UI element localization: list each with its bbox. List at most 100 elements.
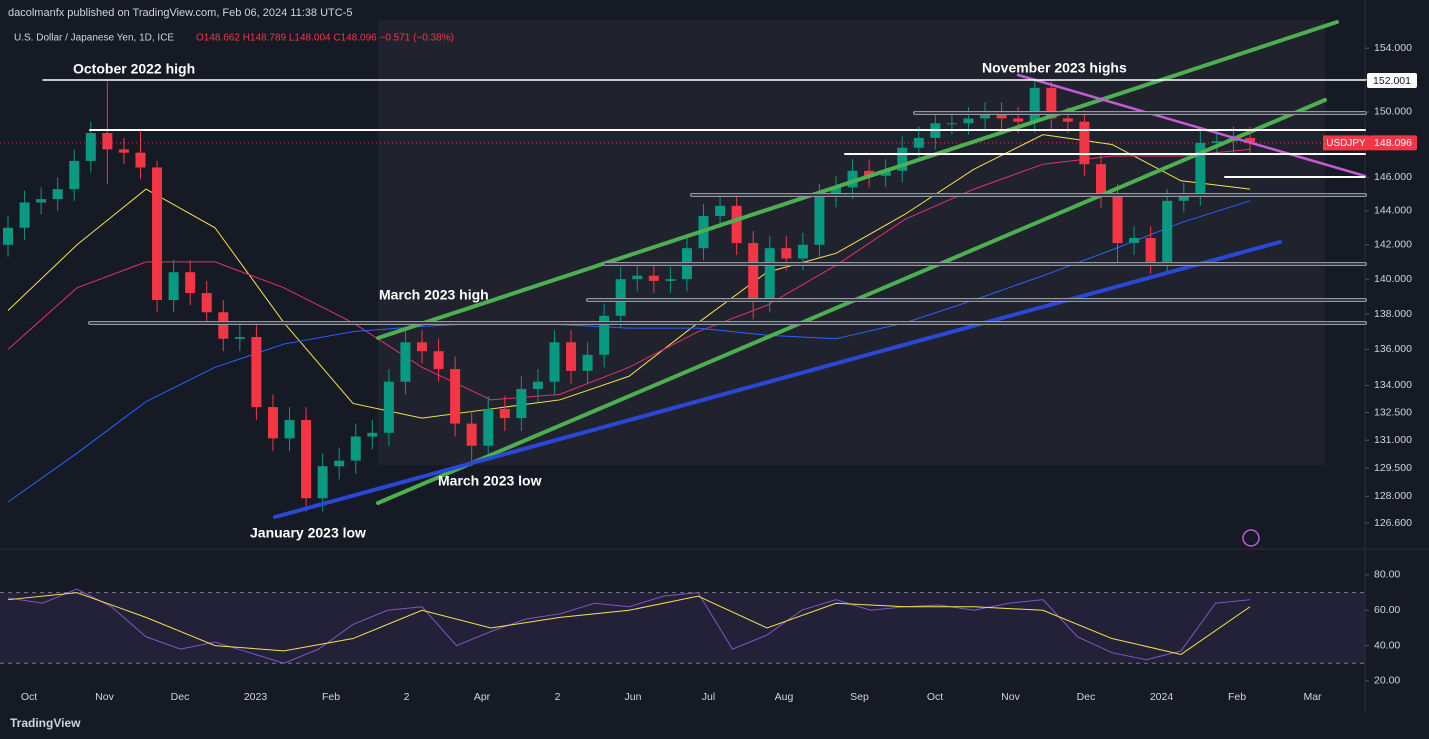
candle-body [284,419,295,439]
y-tick-label: 126.600 [1374,517,1412,529]
candle-body [168,272,179,301]
x-tick-label: Sep [850,691,869,703]
rsi-band [0,592,1365,664]
candle-body [466,423,477,446]
candle-body [1062,118,1073,122]
candle-body [483,408,494,446]
candle-body [582,354,593,371]
trendline [273,240,1282,519]
candle-body [201,293,212,313]
candle-body [334,460,345,467]
candle-body [549,342,560,382]
candle-body [317,466,328,499]
candle-body [963,118,974,124]
y-tick-label: 134.000 [1374,379,1412,391]
y-tick-label: 128.000 [1374,490,1412,502]
x-tick-label: Feb [322,691,340,703]
candle-body [731,205,742,244]
symbol: U.S. Dollar / Japanese Yen, 1D, ICE [14,33,174,44]
icon[interactable] [1242,529,1260,547]
candle-body [400,342,411,382]
candle-body [1211,141,1222,143]
x-tick-label: 2 [555,691,561,703]
x-tick-label: Oct [927,691,943,703]
symbol-name: USDJPY [1326,138,1366,149]
candle-body [797,244,808,259]
y-tick-label: 138.000 [1374,308,1412,320]
candle-body [748,243,759,301]
candle-body [996,113,1007,119]
zones-inner [89,112,1366,324]
candle-body [599,315,610,355]
candle-body [218,312,229,339]
candle-body [1245,137,1255,143]
price-badge [1369,135,1417,151]
candle-body [648,275,659,281]
y-tick-label: 40.00 [1374,639,1400,651]
x-tick-label: Nov [1001,691,1020,703]
drawings [42,20,1367,519]
candle-body [52,189,63,200]
trendline [1016,73,1367,178]
candle-body [118,149,129,153]
candle-body [234,336,245,339]
annotation: March 2023 low [438,473,542,489]
y-tick-label: 129.500 [1374,462,1412,474]
x-tick-label: Dec [171,691,190,703]
candle-body [417,342,427,352]
candle-body [1046,87,1057,119]
annotation: January 2023 low [250,525,366,541]
rsi-line [7,588,1251,664]
candle-body [85,133,96,161]
y-tick-label: 132.500 [1374,406,1412,418]
x-tick-label: Nov [95,691,114,703]
candle-body [632,275,643,280]
candle-body [350,436,361,461]
x-tick-label: Mar [1303,691,1322,703]
published: dacolmanfx published on TradingView.com,… [8,7,352,19]
candle-body [251,336,262,408]
candle-body [532,381,543,389]
last-price-label: 148.096 [1374,137,1412,149]
candle-body [831,187,841,196]
level-badge [1367,73,1417,88]
candle-body [764,248,775,301]
y-tick-label: 140.000 [1374,273,1412,285]
candle-body [1112,195,1123,244]
x-tick-label: Jul [702,691,715,703]
candle-body [1178,194,1189,201]
candle-body [1162,200,1173,262]
candle-body [715,205,726,216]
candle-body [135,152,146,168]
x-tick-label: Feb [1228,691,1246,703]
y-tick-label: 142.000 [1374,239,1412,251]
y-tick-label: 154.000 [1374,42,1412,54]
x-tick-label: Apr [474,691,491,703]
x-tick-label: 2 [404,691,410,703]
candle-body [267,407,278,439]
x-tick-label: 2024 [1150,691,1174,703]
level-label: 152.001 [1373,75,1411,87]
candle-body [185,272,196,294]
candle-body [152,167,163,301]
y-tick-label: 136.000 [1374,343,1412,355]
y-tick-label: 131.000 [1374,434,1412,446]
candle-body [665,279,676,281]
moving-average [7,148,1251,401]
x-tick-label: Jun [625,691,642,703]
last-price: USDJPY 148.096 [1323,135,1417,151]
candle-body [367,432,378,437]
candle-body [1079,121,1090,165]
candle-body [102,133,113,150]
candle-body [913,137,924,148]
candle-body [433,351,444,370]
y-tick-label: 144.000 [1374,205,1412,217]
annotation: March 2023 high [379,287,489,303]
candle-body [383,381,394,433]
x-tick-label: 2023 [244,691,268,703]
candle-body [864,170,875,176]
x-tick-label: Aug [775,691,794,703]
rsi-line [7,592,1251,655]
candle-body [36,199,47,203]
